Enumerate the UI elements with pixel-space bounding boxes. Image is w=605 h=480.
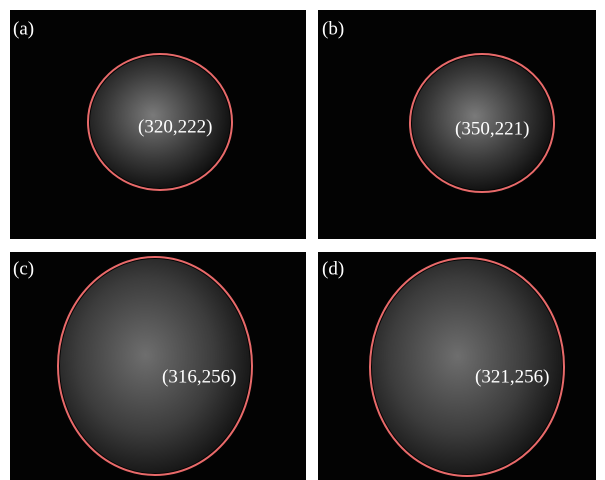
centroid-annotation: (321,256) — [475, 366, 549, 387]
page: (a) (320,222) (b) (350,221) (c) (316,256… — [0, 0, 605, 480]
centroid-annotation: (320,222) — [138, 116, 212, 137]
panel-label: (c) — [13, 258, 34, 279]
panel-label: (a) — [13, 18, 34, 39]
centroid-annotation: (350,221) — [455, 118, 529, 139]
panel-label: (b) — [322, 18, 344, 39]
centroid-annotation: (316,256) — [162, 366, 236, 387]
figure: (a) (320,222) (b) (350,221) (c) (316,256… — [0, 0, 605, 480]
panel-label: (d) — [322, 258, 344, 279]
